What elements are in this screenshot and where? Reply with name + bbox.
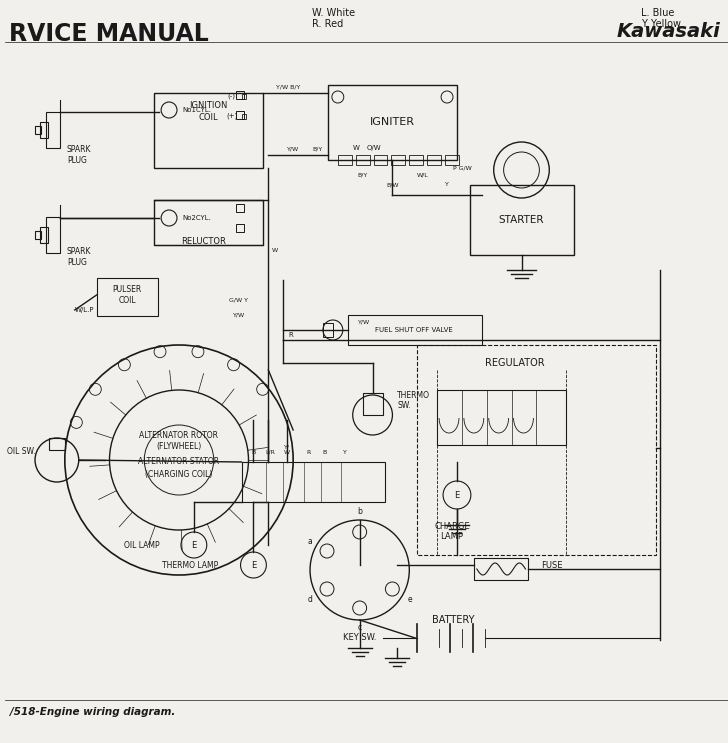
- Bar: [409, 155, 423, 165]
- Bar: [40, 227, 48, 243]
- Text: G/W Y: G/W Y: [229, 297, 248, 302]
- Text: O/W: O/W: [366, 145, 381, 151]
- Text: STARTER: STARTER: [499, 215, 545, 225]
- Text: P G/W: P G/W: [453, 166, 471, 170]
- Text: B/Y: B/Y: [357, 172, 368, 178]
- Text: W/L: W/L: [416, 172, 428, 178]
- Bar: [242, 462, 386, 502]
- Text: THERMO LAMP: THERMO LAMP: [162, 560, 218, 569]
- Text: R. Red: R. Red: [312, 19, 344, 29]
- Text: /518-Engine wiring diagram.: /518-Engine wiring diagram.: [10, 707, 175, 717]
- Text: e: e: [407, 594, 412, 603]
- Text: Kawasaki: Kawasaki: [617, 22, 720, 41]
- Text: THERMO: THERMO: [397, 391, 430, 400]
- Bar: [363, 393, 382, 415]
- Bar: [236, 224, 244, 232]
- Text: SPARK
PLUG: SPARK PLUG: [67, 247, 91, 267]
- Text: (-): (-): [228, 93, 236, 100]
- Text: B: B: [251, 450, 256, 455]
- Bar: [474, 558, 529, 580]
- Text: W: W: [272, 247, 277, 253]
- Bar: [470, 185, 574, 255]
- Text: No2CYL.: No2CYL.: [182, 215, 211, 221]
- Text: FUEL SHUT OFF VALVE: FUEL SHUT OFF VALVE: [376, 327, 453, 333]
- Bar: [427, 155, 441, 165]
- Text: Y/W: Y/W: [357, 319, 370, 325]
- Bar: [49, 438, 65, 450]
- Text: b: b: [357, 507, 362, 516]
- Text: IGNITION: IGNITION: [189, 102, 228, 111]
- Text: c: c: [357, 623, 362, 632]
- Text: E: E: [191, 540, 197, 550]
- Text: d: d: [307, 594, 312, 603]
- Bar: [348, 315, 482, 345]
- Text: RVICE MANUAL: RVICE MANUAL: [9, 22, 209, 46]
- Text: R: R: [288, 332, 293, 338]
- Text: L. Blue: L. Blue: [641, 8, 675, 19]
- Text: FUSE: FUSE: [542, 560, 563, 569]
- Text: KEY SW.: KEY SW.: [343, 634, 376, 643]
- Bar: [46, 112, 60, 148]
- Bar: [373, 155, 387, 165]
- Text: ALTERNATOR STATOR: ALTERNATOR STATOR: [138, 458, 220, 467]
- Text: R: R: [306, 450, 310, 455]
- Bar: [323, 323, 333, 337]
- Text: E: E: [454, 490, 459, 499]
- Text: SW.: SW.: [397, 401, 411, 410]
- Text: REGULATOR: REGULATOR: [485, 358, 545, 368]
- Text: Y/
W: Y/ W: [284, 444, 290, 455]
- Bar: [35, 126, 41, 134]
- Text: BATTERY: BATTERY: [432, 615, 475, 625]
- Bar: [417, 345, 655, 555]
- Text: PULSER
COIL: PULSER COIL: [113, 285, 142, 305]
- Bar: [46, 217, 60, 253]
- Text: Y/W B/Y: Y/W B/Y: [276, 85, 301, 89]
- Text: B: B: [323, 450, 327, 455]
- Text: (CHARGING COIL): (CHARGING COIL): [146, 470, 213, 478]
- Bar: [97, 278, 158, 316]
- Text: OIL LAMP: OIL LAMP: [124, 540, 159, 550]
- Text: RELUCTOR: RELUCTOR: [181, 237, 226, 246]
- Text: W/L.P: W/L.P: [75, 307, 94, 313]
- Text: (FLYWHEEL): (FLYWHEEL): [157, 443, 202, 452]
- Text: CHARGE
LAMP: CHARGE LAMP: [434, 522, 470, 542]
- Bar: [154, 93, 264, 168]
- Bar: [338, 155, 352, 165]
- Text: Y/W: Y/W: [232, 313, 245, 317]
- Text: Y: Y: [343, 450, 347, 455]
- Bar: [35, 231, 41, 239]
- Bar: [445, 155, 459, 165]
- Text: W. White: W. White: [312, 8, 355, 19]
- Bar: [242, 114, 247, 119]
- Bar: [236, 204, 244, 212]
- Bar: [437, 390, 566, 445]
- Text: Y. Yellow: Y. Yellow: [641, 19, 681, 29]
- Text: B/Y: B/Y: [313, 146, 323, 152]
- Text: W: W: [352, 145, 359, 151]
- Text: SPARK
PLUG: SPARK PLUG: [67, 146, 91, 165]
- Text: E: E: [251, 560, 256, 569]
- Bar: [392, 155, 405, 165]
- Text: a: a: [307, 536, 312, 545]
- Text: ALTERNATOR ROTOR: ALTERNATOR ROTOR: [140, 430, 218, 440]
- Text: No1CYL.: No1CYL.: [182, 107, 211, 113]
- Text: OIL SW.: OIL SW.: [7, 447, 35, 456]
- Text: (+): (+): [226, 113, 237, 119]
- Bar: [328, 85, 457, 160]
- Text: B/W: B/W: [386, 183, 399, 187]
- Text: COIL: COIL: [199, 114, 218, 123]
- Bar: [236, 111, 244, 119]
- Bar: [236, 91, 244, 99]
- Bar: [154, 200, 264, 245]
- Text: Y/W: Y/W: [287, 146, 299, 152]
- Text: IGNITER: IGNITER: [370, 117, 415, 127]
- Bar: [242, 94, 247, 99]
- Text: Y: Y: [445, 183, 449, 187]
- Bar: [356, 155, 370, 165]
- Bar: [40, 122, 48, 138]
- Text: L/R: L/R: [266, 450, 275, 455]
